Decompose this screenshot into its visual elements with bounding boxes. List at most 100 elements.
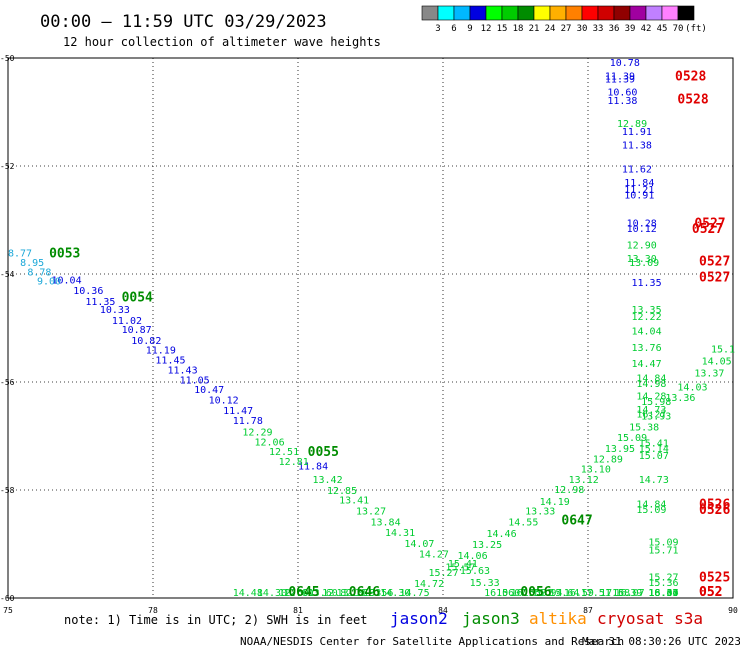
wave-height-label: 13.42 bbox=[313, 475, 343, 486]
colorbar-swatch bbox=[437, 5, 455, 21]
wave-height-label: 18.45 bbox=[648, 588, 678, 599]
wave-height-label: 11.39 bbox=[605, 71, 635, 82]
wave-height-label: 15.27 bbox=[648, 572, 678, 583]
legend-item: jason3 bbox=[462, 609, 520, 628]
colorbar-unit: (ft) bbox=[685, 24, 707, 34]
colorbar-label: 70 bbox=[673, 24, 684, 34]
wave-height-label: 10.82 bbox=[131, 336, 161, 347]
pass-time-label: 0056 bbox=[520, 585, 551, 600]
wave-height-label: 8.95 bbox=[20, 258, 44, 269]
y-tick-label: -54 bbox=[0, 270, 15, 279]
wave-height-label: 13.93 bbox=[351, 588, 381, 599]
colorbar-label: 6 bbox=[451, 24, 456, 34]
colorbar-swatch bbox=[485, 5, 503, 21]
wave-height-label: 14.47 bbox=[632, 359, 662, 370]
colorbar-swatch bbox=[661, 5, 679, 21]
wave-height-label: 16.59 bbox=[564, 588, 594, 599]
wave-height-label: 15.41 bbox=[448, 559, 478, 570]
pass-time-label: 0527 bbox=[692, 222, 723, 237]
wave-height-label: 14.05 bbox=[702, 356, 732, 367]
colorbar-swatch bbox=[549, 5, 567, 21]
wave-height-label: 15.64 bbox=[549, 588, 579, 599]
wave-height-label: 15.07 bbox=[639, 451, 669, 462]
wave-height-label: 12.89 bbox=[617, 119, 647, 130]
wave-height-label: 13.30 bbox=[627, 254, 657, 265]
chart-title: 00:00 – 11:59 UTC 03/29/2023 bbox=[40, 12, 327, 32]
wave-height-label: 13.76 bbox=[632, 343, 662, 354]
footer-note: note: 1) Time is in UTC; 2) SWH is in fe… bbox=[64, 613, 367, 627]
wave-height-label: 11.05 bbox=[180, 375, 210, 386]
wave-height-label: 11.47 bbox=[223, 406, 253, 417]
wave-height-label: 15.07 bbox=[496, 588, 526, 599]
pass-time-label: 0647 bbox=[561, 514, 592, 529]
wave-height-label: 14.06 bbox=[458, 551, 488, 562]
wave-height-label: 9.00 bbox=[37, 276, 61, 287]
wave-height-label: 10.36 bbox=[73, 286, 103, 297]
wave-height-label: 16.27 bbox=[636, 409, 666, 420]
wave-height-label: 13.10 bbox=[581, 464, 611, 475]
wave-height-label: 8.78 bbox=[27, 267, 51, 278]
wave-height-label: 10.87 bbox=[122, 325, 152, 336]
colorbar-swatch bbox=[533, 5, 551, 21]
colorbar-label: 36 bbox=[609, 24, 620, 34]
wave-height-label: 14.73 bbox=[636, 405, 666, 416]
wave-height-label: 11.21 bbox=[624, 185, 654, 196]
wave-height-label: 13.37 bbox=[694, 368, 724, 379]
wave-height-label: 13.33 bbox=[525, 507, 555, 518]
colorbar-swatch bbox=[597, 5, 615, 21]
satellite-legend: jason2 jason3 altika cryosat s3a bbox=[390, 609, 703, 628]
x-tick-label: 75 bbox=[3, 606, 13, 615]
wave-height-label: 12.22 bbox=[632, 312, 662, 323]
colorbar-swatch bbox=[517, 5, 535, 21]
wave-height-label: 11.19 bbox=[146, 346, 176, 357]
wave-height-label: 13.12 bbox=[569, 475, 599, 486]
colorbar-swatch bbox=[421, 5, 439, 21]
wave-height-label: 14.03 bbox=[677, 382, 707, 393]
colorbar-label: 3 bbox=[435, 24, 440, 34]
axis-ticks: 75 78 81 84 87 90 -50 -52 -54 -56 -58 -60 bbox=[0, 54, 738, 615]
wave-height-label: 12.51 bbox=[269, 447, 299, 458]
legend-item: cryosat s3a bbox=[597, 609, 703, 628]
data-labels: 10.7811.3911.3910.6011.3811.9111.3811.62… bbox=[8, 58, 735, 599]
pass-time-label: 0526 bbox=[699, 498, 730, 513]
pass-time-label: 0527 bbox=[694, 217, 725, 232]
wave-height-label: 16.04 bbox=[648, 588, 678, 599]
pass-time-label: 0528 bbox=[675, 69, 706, 84]
wave-height-label: 18.37 bbox=[648, 588, 678, 599]
colorbar-swatch bbox=[501, 5, 519, 21]
wave-height-label: 8.77 bbox=[8, 248, 32, 259]
wave-height-label: 11.35 bbox=[85, 297, 115, 308]
wave-height-label: 10.78 bbox=[610, 58, 640, 69]
wave-height-label: 11.84 bbox=[624, 178, 654, 189]
wave-height-label: 12.98 bbox=[554, 485, 584, 496]
pass-time-label: 0526 bbox=[699, 503, 730, 518]
wave-height-label: 15.57 bbox=[445, 563, 475, 574]
pass-time-label: 0528 bbox=[677, 93, 708, 108]
wave-height-label: 14.48 bbox=[233, 588, 263, 599]
wave-height-label: 14.07 bbox=[404, 539, 434, 550]
pass-time-label: 0053 bbox=[49, 246, 80, 261]
wave-height-label: 11.38 bbox=[607, 96, 637, 107]
wave-height-label: 12.29 bbox=[242, 428, 272, 439]
wave-height-label: 14.30 bbox=[257, 588, 287, 599]
pass-time-labels: 0053 0054 0055 0647 0056 0646 0645 0528 0528 0527… bbox=[49, 69, 730, 600]
wave-height-label: 15.36 bbox=[648, 578, 678, 589]
wave-height-label: 16.40 bbox=[648, 588, 678, 599]
color-scale-bar: 3 6 9 12 15 18 21 24 27 30 33 36 39 42 45 70 (ft) bbox=[421, 5, 707, 34]
wave-height-label: 14.04 bbox=[632, 327, 662, 338]
wave-height-label: 12.81 bbox=[279, 457, 309, 468]
plot-grid bbox=[8, 58, 733, 598]
colorbar-swatch bbox=[629, 5, 647, 21]
wave-height-label: 12.60 bbox=[284, 588, 314, 599]
pass-time-label: 0054 bbox=[122, 291, 153, 306]
wave-height-label: 10.04 bbox=[52, 275, 82, 286]
wave-height-label: 16.94 bbox=[532, 588, 562, 599]
colorbar-swatch bbox=[565, 5, 583, 21]
wave-height-label: 17.51 bbox=[581, 588, 611, 599]
wave-height-label: 15.09 bbox=[648, 537, 678, 548]
wave-height-label: 12.60 bbox=[279, 588, 309, 599]
wave-height-label: 11.62 bbox=[622, 165, 652, 176]
wave-height-label: 15.27 bbox=[429, 568, 459, 579]
y-tick-label: -56 bbox=[0, 378, 15, 387]
